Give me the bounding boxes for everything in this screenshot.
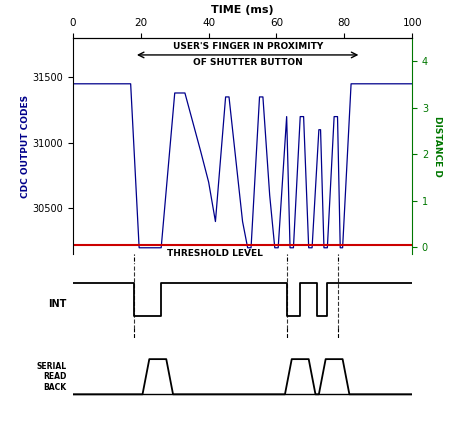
Y-axis label: CDC OUTPUT CODES: CDC OUTPUT CODES <box>21 95 30 198</box>
Y-axis label: DISTANCE D: DISTANCE D <box>433 116 442 176</box>
X-axis label: TIME (ms): TIME (ms) <box>211 5 274 15</box>
Text: OF SHUTTER BUTTON: OF SHUTTER BUTTON <box>193 58 302 67</box>
Text: THRESHOLD LEVEL: THRESHOLD LEVEL <box>168 249 263 258</box>
Text: SERIAL
READ
BACK: SERIAL READ BACK <box>36 362 66 392</box>
Text: USER'S FINGER IN PROXIMITY: USER'S FINGER IN PROXIMITY <box>172 42 323 51</box>
Text: INT: INT <box>48 299 66 309</box>
